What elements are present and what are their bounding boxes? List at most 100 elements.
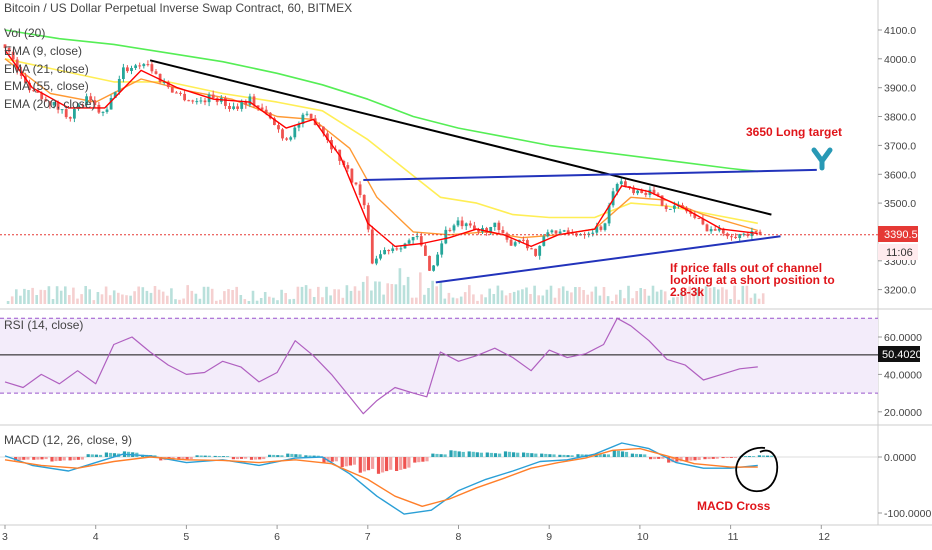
volume-bar <box>125 295 128 304</box>
volume-bar <box>631 298 634 304</box>
indicator-label-ema55[interactable]: EMA (55, close) <box>4 79 89 93</box>
macd-histogram-bar <box>602 454 606 457</box>
candle-body <box>411 237 415 241</box>
volume-bar <box>745 285 749 304</box>
volume-bar <box>72 287 75 304</box>
volume-bar <box>668 300 671 304</box>
candle-body <box>97 104 101 113</box>
volume-bar <box>27 290 30 304</box>
volume-bar <box>447 292 451 304</box>
macd-histogram-bar <box>239 457 244 459</box>
volume-bar <box>39 289 43 304</box>
macd-histogram-bar <box>679 457 683 462</box>
volume-bar <box>476 300 479 304</box>
trendline-channel-bottom[interactable] <box>435 235 781 284</box>
candle-body <box>126 67 129 72</box>
macd-histogram-bar <box>399 457 403 470</box>
candle-body <box>407 240 411 244</box>
candle-body <box>595 226 599 233</box>
indicator-label-ema200[interactable]: EMA (200, close) <box>4 97 95 111</box>
candle-body <box>644 192 648 195</box>
indicator-label-ema21[interactable]: EMA (21, close) <box>4 62 89 76</box>
candle-body <box>40 92 44 100</box>
macd-histogram-bar <box>44 457 48 460</box>
volume-bar <box>166 295 169 304</box>
volume-bar <box>374 281 377 304</box>
rsi-pane[interactable]: 60.0000 40.0000 20.0000 <box>0 317 922 419</box>
volume-bar <box>68 295 71 304</box>
candle-body <box>93 100 97 105</box>
candle-body <box>607 205 611 224</box>
candle-body <box>615 184 619 192</box>
indicator-label-ema9[interactable]: EMA (9, close) <box>4 44 82 58</box>
candle-body <box>211 94 215 99</box>
macd-histogram-bar <box>340 457 344 468</box>
candle-body <box>68 117 72 119</box>
candle-body <box>366 205 370 230</box>
macd-histogram-bar <box>203 455 207 457</box>
volume-bar <box>623 298 626 304</box>
candle-body <box>554 230 558 234</box>
candle-body <box>32 90 35 92</box>
candle-body <box>203 100 207 103</box>
candle-body <box>346 165 350 169</box>
volume-bar <box>206 286 210 304</box>
macd-histogram-bar <box>548 454 552 457</box>
macd-histogram-bar <box>294 454 298 457</box>
volume-bar <box>337 289 340 304</box>
volume-bar <box>696 288 700 304</box>
rsi-line <box>4 317 758 415</box>
macd-pane[interactable]: 0.0000 -100.0000 <box>0 442 931 520</box>
price-tick-label: 3500.0 <box>884 198 916 210</box>
candle-body <box>244 102 248 105</box>
volume-bar <box>231 290 234 304</box>
candle-body <box>730 236 733 238</box>
macd-histogram-bar <box>475 452 479 457</box>
candle-body <box>709 229 713 232</box>
candle-body <box>56 102 60 110</box>
volume-bar <box>753 293 757 304</box>
volume-bar <box>333 289 336 304</box>
candle-body <box>260 107 264 110</box>
macd-signal-line <box>4 447 758 507</box>
price-pane[interactable] <box>0 29 878 304</box>
volume-bar <box>59 290 63 304</box>
macd-histogram-bar <box>104 452 108 457</box>
time-tick-label: 9 <box>546 531 552 543</box>
trendline-resistance[interactable] <box>149 59 772 216</box>
macd-histogram-bar <box>304 455 308 457</box>
candle-body <box>693 213 697 218</box>
candle-body <box>228 106 231 109</box>
candle-body <box>326 133 329 140</box>
volume-bar <box>590 291 594 304</box>
volume-bar <box>288 299 291 304</box>
macd-histogram-bar <box>580 454 584 457</box>
volume-bar <box>415 297 418 304</box>
volume-bar <box>235 286 238 304</box>
macd-histogram-bar <box>689 457 693 461</box>
candle-body <box>3 44 7 48</box>
candle-body <box>726 233 729 237</box>
time-tick-label: 12 <box>818 531 830 543</box>
macd-histogram-bar <box>612 450 616 457</box>
indicator-label-vol[interactable]: Vol (20) <box>4 26 45 40</box>
volume-bar <box>178 299 181 304</box>
candle-body <box>64 109 68 118</box>
rsi-title[interactable]: RSI (14, close) <box>4 318 83 332</box>
volume-bar <box>370 290 373 304</box>
macd-histogram-bar <box>389 457 393 470</box>
volume-bar <box>194 293 198 304</box>
candle-body <box>513 242 517 246</box>
candle-body <box>424 245 427 256</box>
macd-histogram-bar <box>471 451 475 457</box>
candle-body <box>701 219 705 225</box>
volume-bar <box>64 286 67 304</box>
macd-title[interactable]: MACD (12, 26, close, 9) <box>4 433 132 447</box>
circle-highlight-icon <box>735 446 779 492</box>
macd-histogram-bar <box>725 457 729 458</box>
volume-bar <box>304 285 308 304</box>
volume-bar <box>594 286 598 304</box>
trendline-channel-top[interactable] <box>363 168 817 181</box>
